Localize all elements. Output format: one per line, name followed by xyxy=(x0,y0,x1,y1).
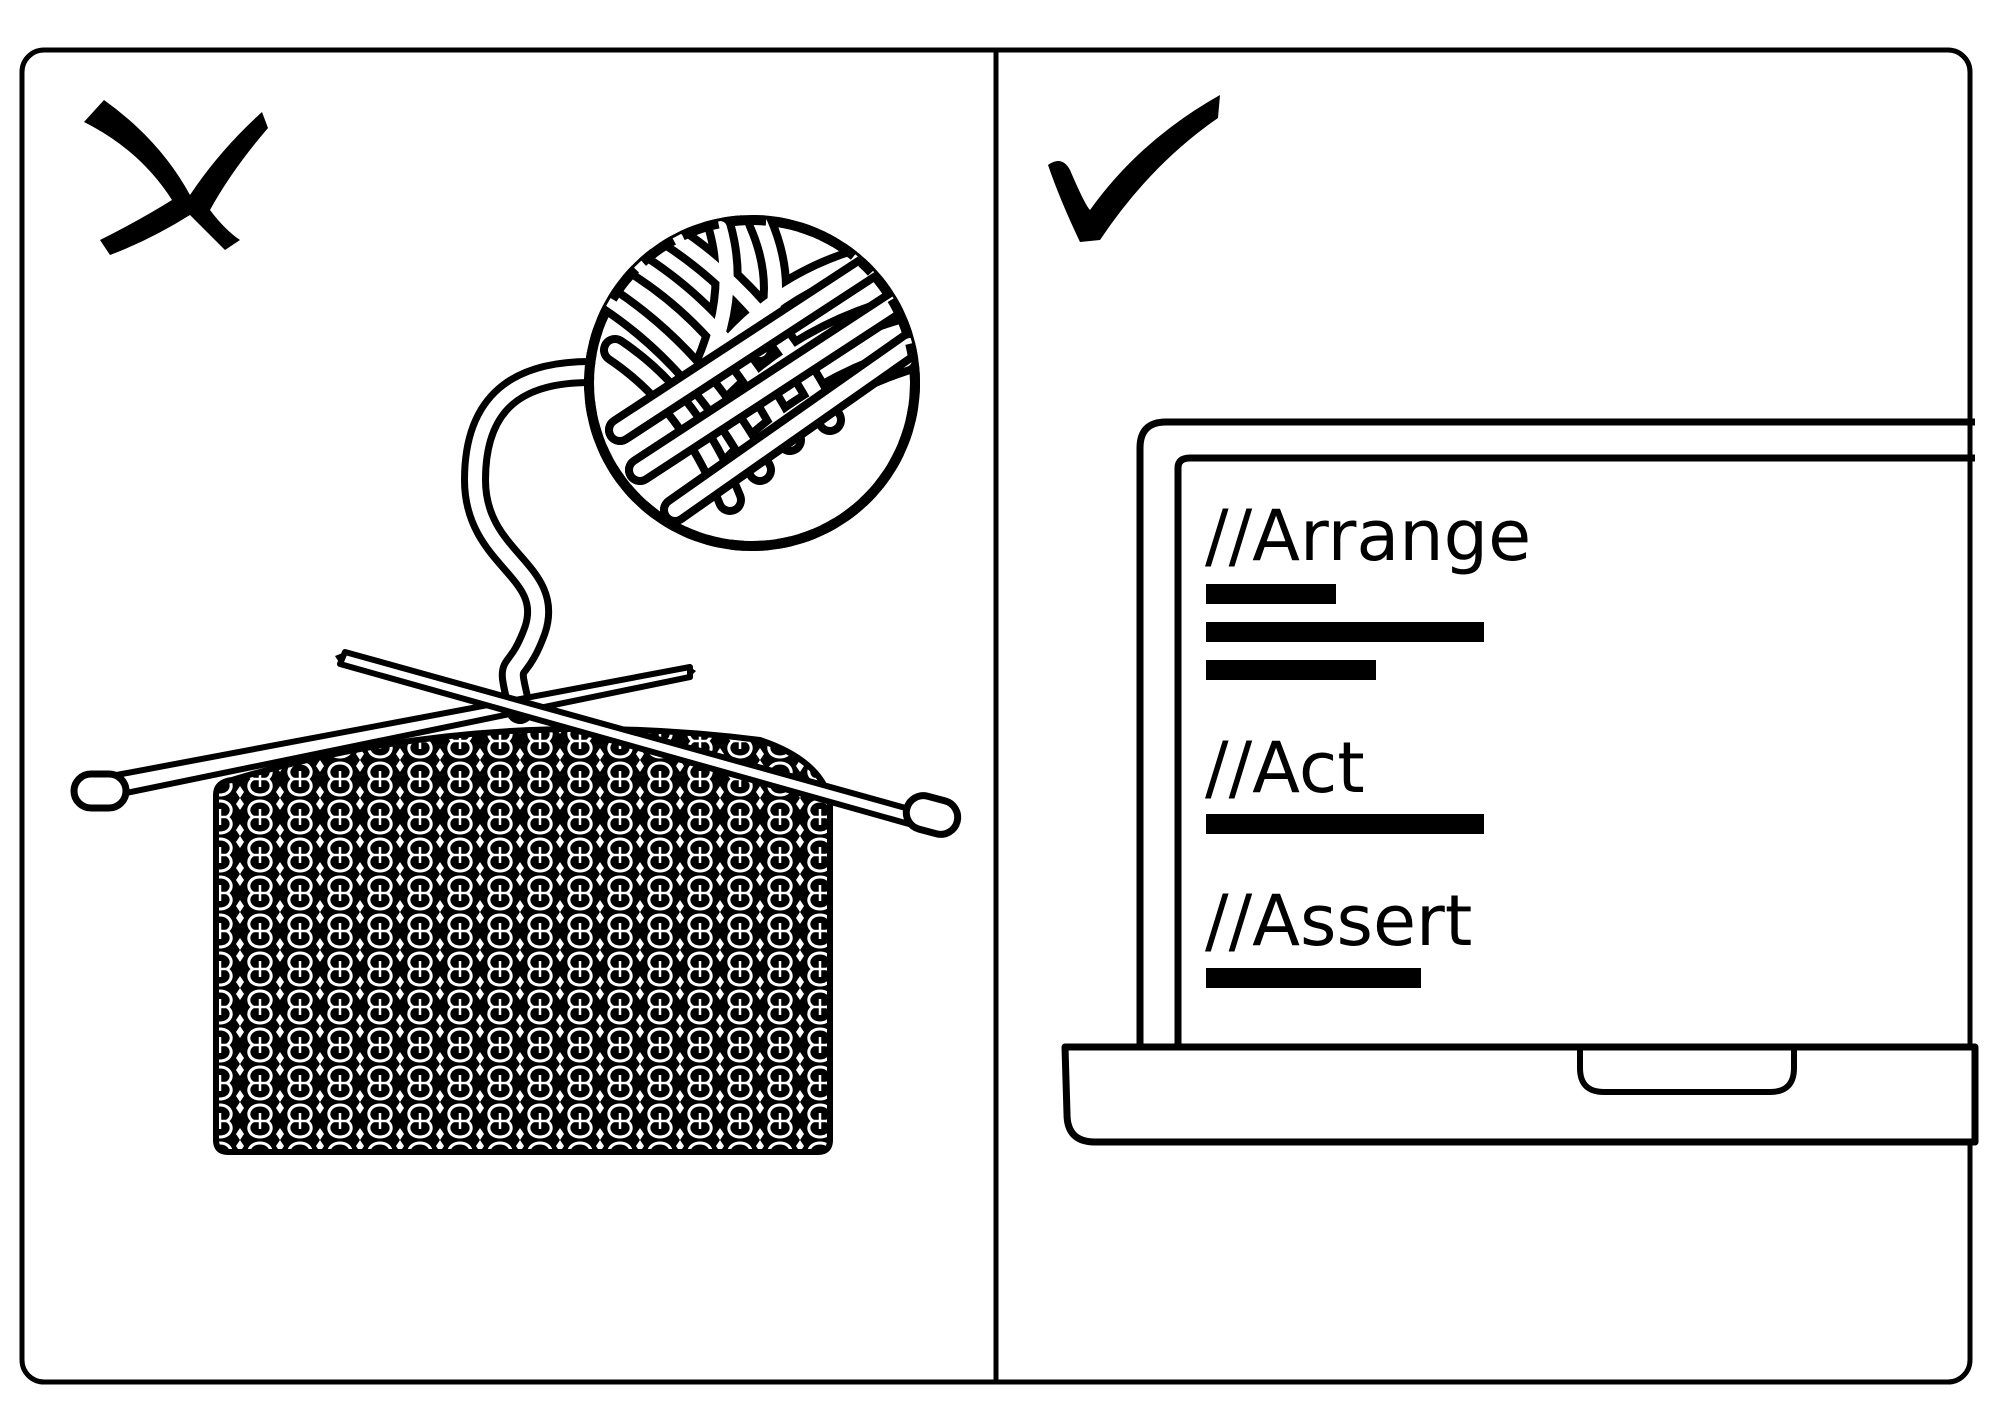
yarn-ball-and-knitting-icon xyxy=(70,215,962,1155)
code-line xyxy=(1206,814,1484,834)
assert-comment: //Assert xyxy=(1205,880,1472,962)
code-editor: //Arrange //Act //Assert xyxy=(1205,495,1531,988)
code-line xyxy=(1206,660,1376,680)
code-line xyxy=(1206,622,1484,642)
knitting-needles xyxy=(70,649,962,838)
arrange-comment: //Arrange xyxy=(1205,495,1531,577)
yarn-strand xyxy=(460,358,604,724)
check-mark-icon xyxy=(1048,95,1220,242)
right-panel: //Arrange //Act //Assert xyxy=(1048,95,1979,1146)
knitted-fabric xyxy=(213,725,833,1155)
left-panel xyxy=(70,100,962,1155)
laptop-icon: //Arrange //Act //Assert xyxy=(1061,418,1979,1146)
code-line xyxy=(1206,968,1421,988)
act-comment: //Act xyxy=(1205,727,1365,809)
yarn-ball xyxy=(584,215,920,551)
frame xyxy=(19,47,1973,1385)
cross-mark-icon xyxy=(84,100,268,255)
code-line xyxy=(1206,584,1336,604)
